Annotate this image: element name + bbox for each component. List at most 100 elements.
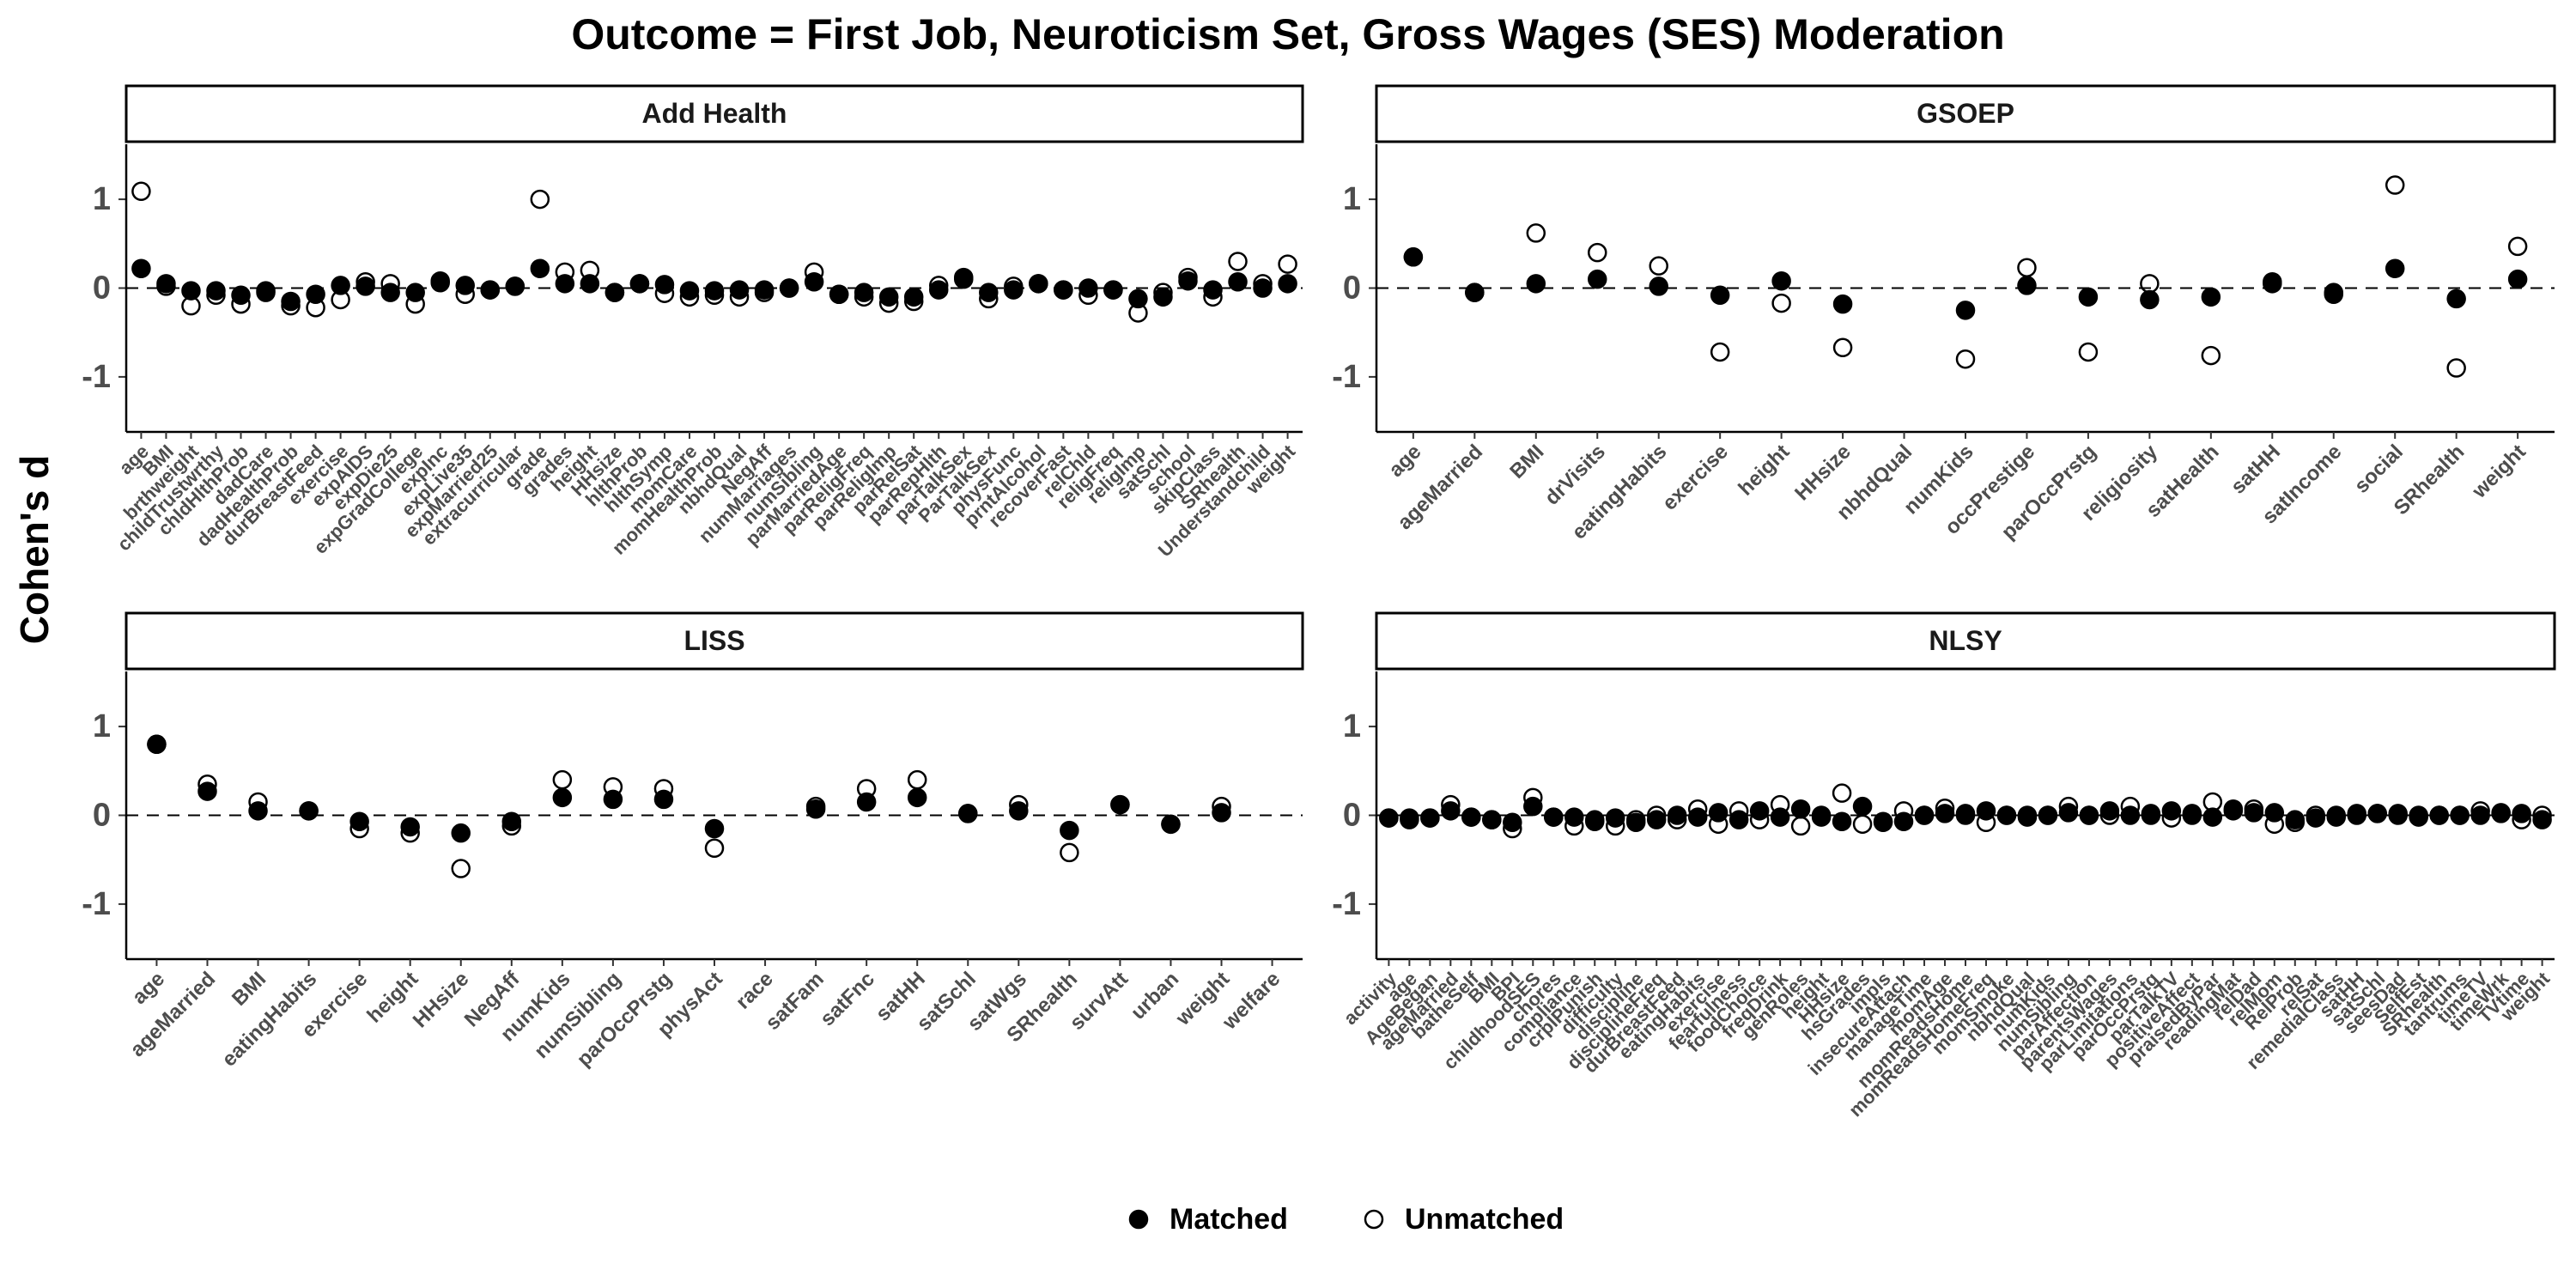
data-point <box>856 792 877 812</box>
data-point <box>2140 289 2160 310</box>
data-point <box>1544 807 1564 827</box>
data-point <box>829 284 849 304</box>
data-point <box>704 281 725 301</box>
data-point <box>654 283 675 303</box>
data-point <box>2324 283 2343 302</box>
chart-title: Outcome = First Job, Neuroticism Set, Gr… <box>571 10 2004 58</box>
data-point <box>2285 812 2306 833</box>
data-point <box>1178 267 1198 288</box>
data-point <box>1564 816 1584 836</box>
data-point <box>679 287 700 307</box>
data-point <box>181 295 201 316</box>
data-point <box>552 769 573 790</box>
data-point <box>2264 814 2285 835</box>
data-point <box>2263 274 2282 294</box>
data-point <box>1004 276 1024 296</box>
data-point <box>907 787 927 808</box>
y-axis-title: Cohen's d <box>12 455 57 645</box>
data-point <box>400 817 420 837</box>
data-point <box>1646 805 1667 825</box>
data-point <box>1935 798 1955 818</box>
data-point <box>1811 805 1832 825</box>
y-tick-label: 1 <box>1343 181 1361 217</box>
data-point <box>131 181 151 202</box>
data-point <box>1161 814 1181 835</box>
data-point <box>2532 810 2552 829</box>
facet-title: GSOEP <box>1917 98 2014 129</box>
data-point <box>1687 799 1708 819</box>
data-point <box>1128 289 1148 309</box>
data-point <box>400 823 420 843</box>
data-point <box>1955 349 1976 369</box>
data-point <box>1771 293 1791 313</box>
data-point <box>1526 274 1546 294</box>
data-point <box>1955 301 1976 320</box>
data-point <box>1212 796 1231 817</box>
data-point <box>455 284 475 304</box>
data-point <box>1078 285 1098 306</box>
data-point <box>979 283 999 302</box>
data-point <box>2201 345 2221 366</box>
data-point <box>1103 280 1123 300</box>
data-point <box>1054 280 1073 300</box>
data-point <box>1710 285 1730 306</box>
data-point <box>729 280 750 300</box>
data-point <box>1588 242 1607 263</box>
data-point <box>1503 818 1522 839</box>
y-tick-label: 0 <box>1343 270 1361 307</box>
data-point <box>1009 794 1029 815</box>
data-point <box>1832 811 1852 831</box>
data-point <box>1708 814 1728 835</box>
data-point <box>552 787 573 808</box>
data-point <box>2244 799 2264 819</box>
data-point <box>555 262 575 283</box>
facet-strip <box>125 611 1304 671</box>
data-point <box>1873 812 1893 833</box>
data-point <box>147 734 167 755</box>
data-point <box>2161 801 2182 821</box>
data-point <box>2491 804 2511 823</box>
data-point <box>1585 810 1605 829</box>
y-tick-label: -1 <box>1332 886 1361 922</box>
data-point <box>281 295 301 316</box>
data-point <box>704 285 725 306</box>
data-point <box>2202 792 2223 812</box>
data-point <box>1009 801 1029 821</box>
data-point <box>805 796 826 817</box>
data-point <box>1667 805 1687 825</box>
data-point <box>256 281 276 301</box>
data-point <box>1403 247 1424 267</box>
data-point <box>979 289 999 309</box>
data-point <box>2079 805 2099 825</box>
data-point <box>1203 287 1223 307</box>
data-point <box>1996 805 2017 825</box>
data-point <box>2017 258 2037 277</box>
data-point <box>2429 805 2449 825</box>
data-point <box>704 838 725 859</box>
data-point <box>2058 803 2079 823</box>
data-point <box>1253 274 1273 294</box>
data-point <box>2202 807 2223 827</box>
data-point <box>653 779 674 799</box>
data-point <box>1935 804 1955 823</box>
data-point <box>1667 810 1687 829</box>
data-point <box>331 276 350 295</box>
data-point <box>1278 274 1297 294</box>
data-point <box>206 281 226 301</box>
facet-title: NLSY <box>1929 625 2002 656</box>
data-point <box>1526 223 1546 243</box>
data-point <box>903 287 924 307</box>
data-point <box>1771 270 1791 291</box>
data-point <box>1461 807 1481 827</box>
y-tick-label: 0 <box>93 798 111 834</box>
data-point <box>2120 796 2141 817</box>
data-point <box>2140 274 2160 294</box>
data-point <box>197 781 217 801</box>
data-point <box>1153 287 1173 307</box>
data-point <box>1203 280 1223 300</box>
data-point <box>804 272 824 292</box>
data-point <box>1649 256 1668 276</box>
y-tick-label: 0 <box>93 270 111 307</box>
data-point <box>1832 294 1853 314</box>
